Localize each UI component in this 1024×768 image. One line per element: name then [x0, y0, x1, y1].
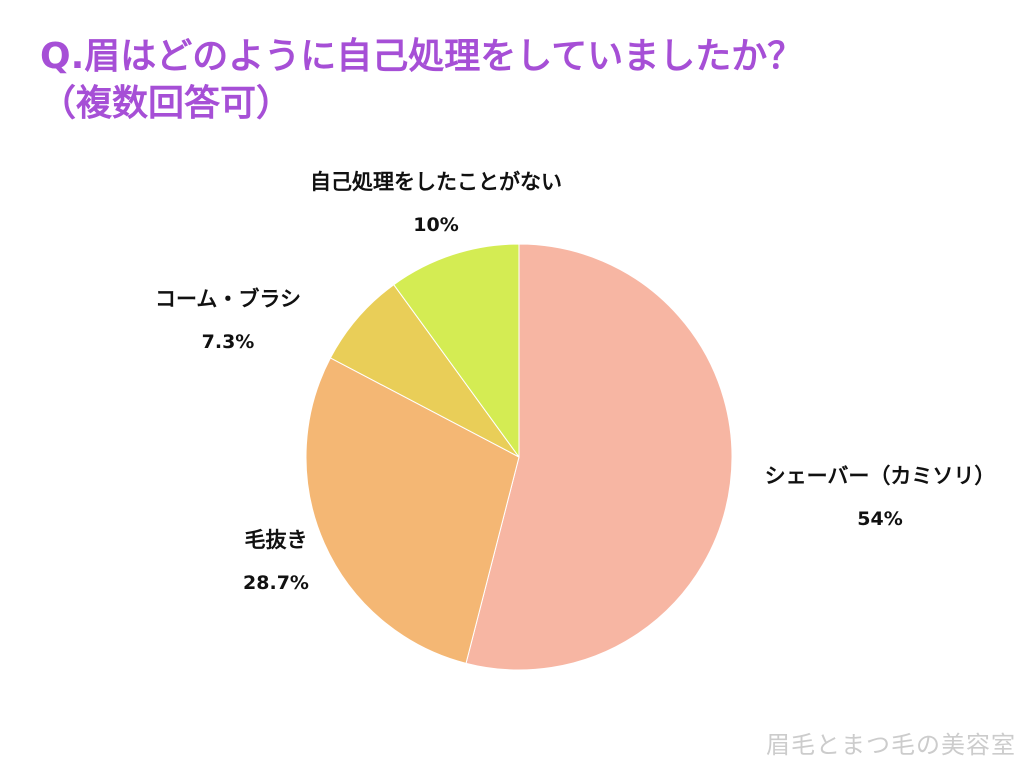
pie-slice [393, 243, 520, 459]
slice-value-label: 10% [413, 214, 458, 236]
slice-value-label: 28.7% [243, 572, 309, 594]
pie-labels: シェーバー（カミソリ） 54% 毛抜き 28.7% コーム・ブラシ 7.3% 自己処理をした… [155, 170, 995, 594]
slice-category-label: シェーバー（カミソリ） [765, 464, 996, 488]
slice-category-label: 自己処理をしたことがない [310, 170, 562, 194]
watermark: 眉毛とまつ毛の美容室 [766, 731, 1016, 759]
chart-title: Q.眉はどのように自己処理をしていましたか？ （複数回答可） [40, 36, 804, 124]
pie-slice [329, 283, 520, 458]
slice-category-label: コーム・ブラシ [155, 287, 301, 311]
pie-slice [465, 243, 733, 671]
pie-slices [305, 243, 733, 671]
slice-category-label: 毛抜き [245, 528, 308, 552]
slice-value-label: 7.3% [202, 331, 255, 353]
pie-slice [305, 357, 520, 664]
slice-value-label: 54% [857, 508, 902, 530]
